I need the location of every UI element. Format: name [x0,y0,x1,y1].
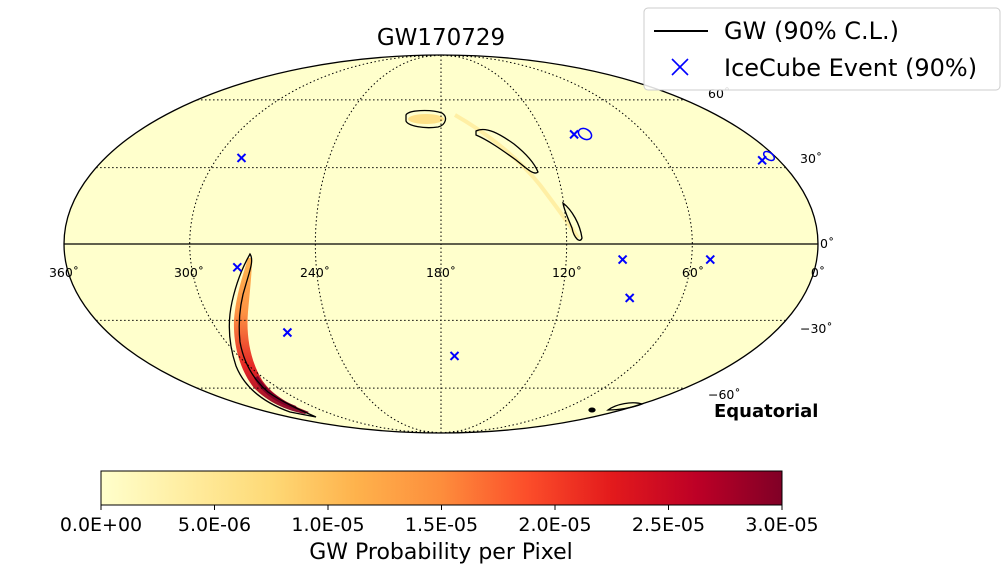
ra-tick-label: 300˚ [174,265,204,280]
colorbar-tick-label: 2.5E-05 [632,514,705,536]
icecube-event-marker [569,129,579,140]
colorbar-tick-label: 0.0E+00 [60,514,142,536]
ra-gridline [189,55,442,433]
ra-tick-label: 180˚ [426,265,456,280]
icecube-event-marker [282,327,293,338]
ra-gridline [440,55,693,433]
legend-label-gw: GW (90% C.L.) [724,17,899,45]
ra-tick-label: 120˚ [552,265,582,280]
icecube-error-ellipse [762,150,776,162]
icecube-event-marker [236,153,247,163]
ra-tick-labels: 360˚ 300˚ 240˚ 180˚ 120˚ 60˚ 0˚ [49,265,825,280]
gw-contour-main [228,252,317,418]
dec-tick-label: −60˚ [708,387,741,402]
ra-tick-label: 240˚ [300,265,330,280]
gw-contour-small [588,407,596,413]
gw-heat-north-spot [408,114,444,124]
icecube-event-marker [232,262,243,272]
dec-tick-label: −30˚ [800,321,833,336]
ra-tick-label: 360˚ [49,265,79,280]
colorbar-tick-label: 2.0E-05 [518,514,591,536]
dec-tick-label: 30˚ [800,151,822,166]
gw-contour-arc-lower [562,201,583,242]
legend-box [643,7,1001,91]
legend-label-icecube: IceCube Event (90%) [724,54,977,82]
ra-gridline [440,55,568,433]
gw-heat-faint-arc [454,113,580,240]
chart-title: GW170729 [377,25,505,51]
ra-gridline [314,55,442,433]
colorbar-label: GW Probability per Pixel [309,540,573,565]
coordinate-frame-label: Equatorial [714,401,818,422]
colorbar: 0.0E+00 5.0E-06 1.0E-05 1.5E-05 2.0E-05 2.5E-… [60,470,819,565]
colorbar-tick-label: 1.5E-05 [405,514,478,536]
icecube-error-ellipse [577,127,593,141]
colorbar-tick-label: 3.0E-05 [745,514,818,536]
legend-x-marker [671,58,689,76]
gw-contour-arc [475,128,539,174]
icecube-event-marker [705,254,715,265]
icecube-event-marker [624,293,635,303]
icecube-event-marker [617,254,628,265]
sky-outline [63,54,819,434]
icecube-events [232,129,767,361]
colorbar-ticks: 0.0E+00 5.0E-06 1.0E-05 1.5E-05 2.0E-05 2.5E-… [60,505,819,536]
icecube-error-ellipses [577,127,776,162]
colorbar-gradient [100,470,783,506]
legend: GW (90% C.L.) IceCube Event (90%) [643,7,1001,91]
dec-tick-label: 0˚ [820,236,834,251]
colorbar-tick-label: 1.0E-05 [291,514,364,536]
ra-tick-label: 60˚ [682,265,704,280]
ra-tick-label: 0˚ [811,265,825,280]
gw-contour-north [405,109,447,129]
gw-contours [228,109,644,418]
colorbar-tick-label: 5.0E-06 [178,514,251,536]
icecube-event-marker [449,351,460,361]
